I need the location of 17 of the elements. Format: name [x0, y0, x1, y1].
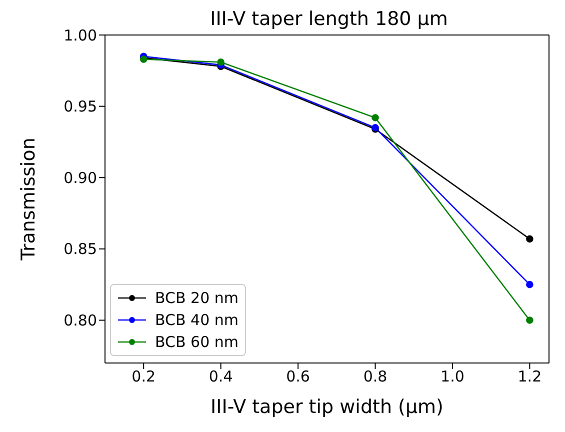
chart-title: III-V taper length 180 μm — [209, 8, 449, 30]
y-tick-label: 1.00 — [64, 26, 97, 44]
x-tick-label: 0.8 — [363, 368, 388, 386]
x-tick-label: 0.4 — [208, 368, 233, 386]
legend-label: BCB 40 nm — [155, 310, 239, 331]
x-tick-label: 1.0 — [440, 368, 464, 386]
y-tick-label: 0.80 — [64, 312, 97, 330]
x-tick-label: 0.6 — [286, 368, 310, 386]
x-axis-title: III-V taper tip width (μm) — [210, 396, 444, 418]
y-tick-label: 0.95 — [64, 98, 97, 116]
x-tick-label: 1.2 — [518, 368, 542, 386]
legend-label: BCB 60 nm — [155, 332, 239, 353]
y-tick-label: 0.90 — [64, 168, 97, 187]
legend-label: BCB 20 nm — [155, 288, 239, 309]
x-tick-label: 0.2 — [132, 368, 156, 386]
y-axis-title: Transmission — [18, 138, 40, 262]
y-tick-label: 0.85 — [64, 240, 97, 258]
